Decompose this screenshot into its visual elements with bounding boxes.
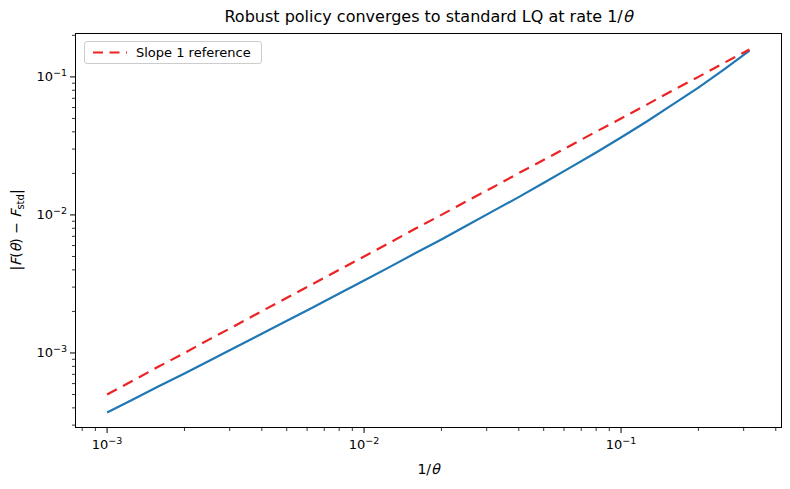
legend: Slope 1 reference <box>84 41 262 64</box>
plot-area <box>0 0 790 489</box>
x-tick-label: 10−3 <box>82 436 132 453</box>
slope-1-reference-line <box>107 50 749 395</box>
y-tick-label: 10−3 <box>31 344 67 361</box>
x-tick-label: 10−1 <box>596 436 646 453</box>
y-axis-label: |F(θ) − Fstd| <box>8 189 27 270</box>
y-tick-label: 10−2 <box>31 206 67 223</box>
legend-label: Slope 1 reference <box>136 46 251 59</box>
x-tick-label: 10−2 <box>339 436 389 453</box>
figure: Robust policy converges to standard LQ a… <box>0 0 790 489</box>
x-axis-label-theta: θ <box>431 461 440 477</box>
chart-title-theta: θ <box>623 7 633 26</box>
chart-title: Robust policy converges to standard LQ a… <box>75 7 782 26</box>
x-axis-label: 1/θ <box>75 461 782 477</box>
x-axis-label-text: 1/ <box>417 461 431 477</box>
y-axis-label-text: |F(θ) − Fstd| <box>8 189 24 270</box>
policy-difference-line <box>107 51 749 413</box>
chart-title-text: Robust policy converges to standard LQ a… <box>224 7 622 26</box>
y-tick-label: 10−1 <box>31 68 67 85</box>
axes-frame <box>76 34 782 428</box>
dashed-line-swatch <box>93 50 127 55</box>
